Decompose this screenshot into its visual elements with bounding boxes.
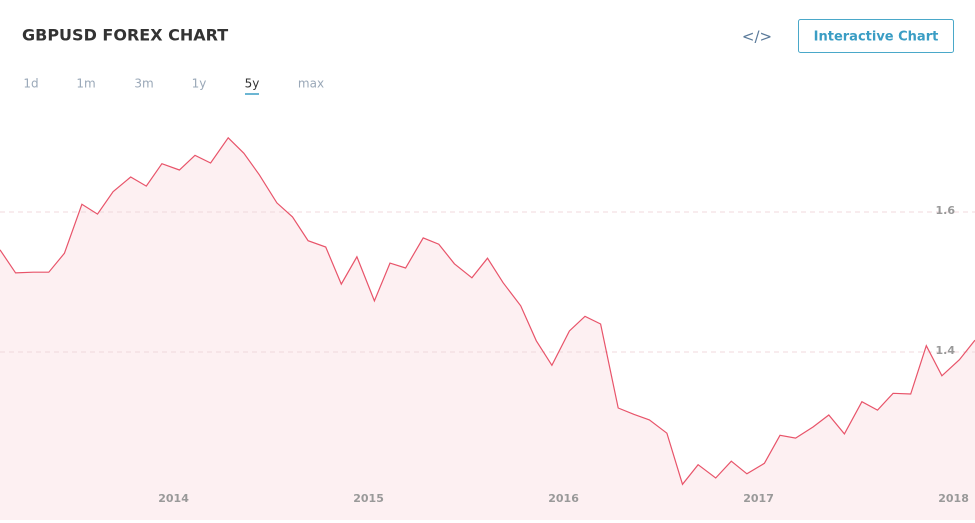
x-tick-label: 2018 bbox=[938, 492, 969, 505]
x-tick-label: 2017 bbox=[743, 492, 774, 505]
x-tick-label: 2015 bbox=[353, 492, 384, 505]
range-tab[interactable]: 5y bbox=[245, 77, 260, 91]
range-tab[interactable]: 1d bbox=[23, 77, 38, 91]
range-tab[interactable]: 3m bbox=[134, 77, 153, 91]
area-fill bbox=[0, 137, 975, 521]
range-tab[interactable]: 1m bbox=[76, 77, 95, 91]
title: GBPUSD FOREX CHART bbox=[22, 26, 228, 45]
price-line bbox=[0, 136, 975, 486]
y-tick-label: 1.6 bbox=[936, 204, 956, 217]
x-tick-label: 2014 bbox=[158, 492, 189, 505]
button-frame[interactable] bbox=[798, 19, 954, 53]
y-tick-label: 1.4 bbox=[936, 344, 956, 357]
interactive-chart-button[interactable]: Interactive Chart bbox=[814, 30, 939, 45]
range-tab[interactable]: max bbox=[298, 77, 324, 91]
embed-icon[interactable]: </> bbox=[742, 28, 772, 46]
range-tab[interactable]: 1y bbox=[192, 77, 207, 91]
x-tick-label: 2016 bbox=[548, 492, 579, 505]
